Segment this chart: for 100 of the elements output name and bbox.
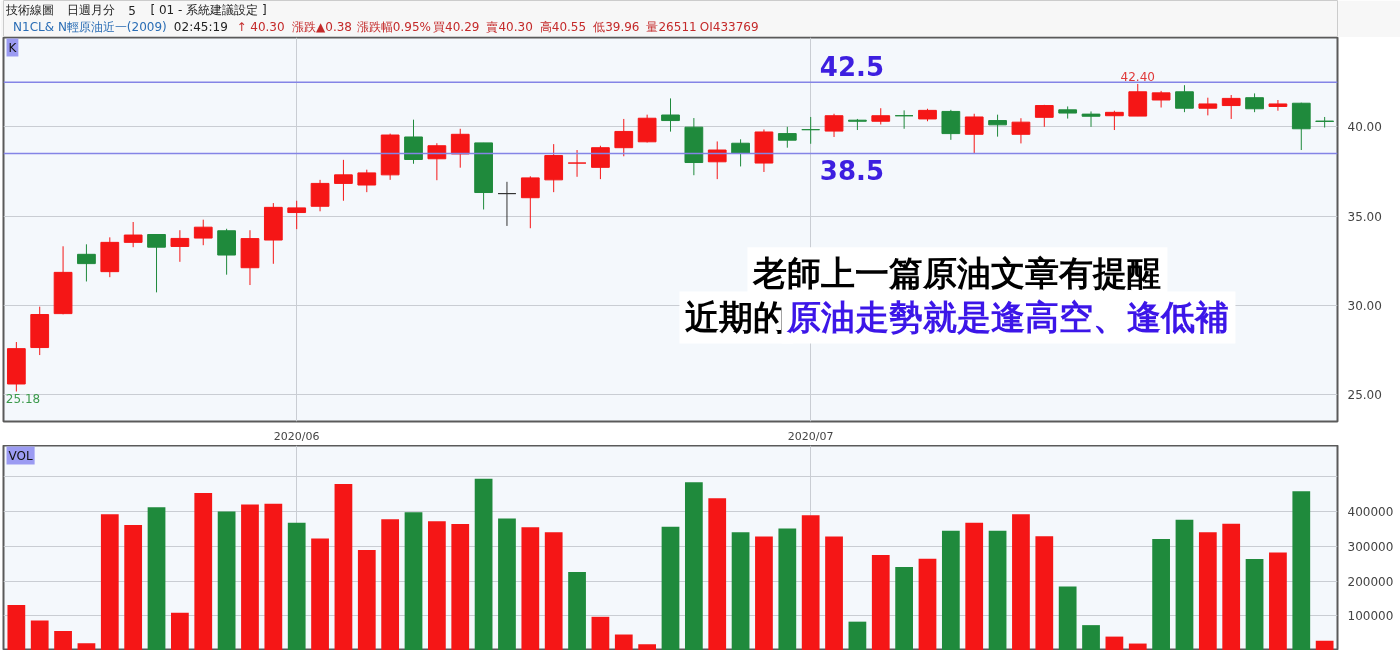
bar bbox=[474, 478, 493, 650]
chart-title: K bbox=[8, 40, 18, 55]
text: N1CL& N輕原油近一(2009) bbox=[13, 19, 167, 34]
candlestick bbox=[450, 128, 470, 169]
annotation: 老師上一篇原油文章有提醒 bbox=[752, 253, 1162, 294]
bar bbox=[941, 530, 960, 650]
bar bbox=[1152, 538, 1170, 650]
text: 賣40.30 bbox=[486, 19, 533, 34]
candlestick bbox=[777, 126, 797, 149]
candlestick bbox=[1221, 94, 1241, 120]
candlestick bbox=[707, 140, 727, 180]
bar bbox=[194, 493, 213, 650]
text: [ 01 - 系統建議設定 ] bbox=[150, 3, 267, 17]
candlestick bbox=[637, 114, 657, 144]
candlestick bbox=[801, 116, 821, 145]
text: 低39.96 bbox=[593, 19, 640, 34]
candlestick bbox=[287, 200, 307, 230]
candlestick bbox=[1268, 99, 1288, 112]
y-tick-label: 200000 bbox=[1347, 574, 1394, 589]
bar bbox=[1269, 552, 1287, 650]
y-tick-label: 25.00 bbox=[1347, 388, 1382, 403]
text: 技術線圖 bbox=[5, 3, 55, 17]
bar bbox=[591, 616, 610, 650]
bar bbox=[755, 536, 773, 650]
candlestick bbox=[941, 109, 961, 141]
bar bbox=[1082, 625, 1100, 650]
bar bbox=[1292, 491, 1311, 650]
y-tick-label: 40.00 bbox=[1347, 120, 1382, 135]
bar bbox=[521, 527, 540, 650]
candlestick bbox=[661, 97, 680, 133]
text: 買40.29 bbox=[433, 19, 480, 34]
text: 日週月分 bbox=[67, 3, 116, 17]
text: 高40.55 bbox=[539, 19, 587, 34]
ref-line-label: 42.5 bbox=[819, 52, 885, 83]
bar bbox=[428, 521, 446, 650]
candlestick bbox=[170, 229, 190, 263]
y-tick-label: 35.00 bbox=[1347, 209, 1382, 224]
bar bbox=[614, 634, 633, 650]
bar bbox=[1245, 559, 1264, 650]
bar bbox=[287, 522, 306, 650]
text: ↑ 40.30 bbox=[236, 19, 285, 34]
candlestick bbox=[1105, 110, 1124, 131]
bar bbox=[918, 558, 937, 650]
bar bbox=[241, 504, 259, 650]
bar bbox=[147, 507, 166, 650]
bar bbox=[217, 511, 236, 650]
candlestick bbox=[1011, 117, 1031, 144]
candlestick bbox=[1151, 90, 1171, 109]
bar bbox=[54, 631, 72, 650]
bar bbox=[77, 643, 96, 650]
ref-line-label: 38.5 bbox=[819, 155, 885, 186]
bar bbox=[381, 519, 400, 650]
candlestick bbox=[193, 219, 213, 246]
candlestick bbox=[1175, 84, 1194, 113]
candlestick bbox=[310, 179, 330, 212]
candlestick bbox=[497, 181, 517, 227]
text: 5 bbox=[128, 3, 136, 18]
bar bbox=[1058, 586, 1077, 650]
bar bbox=[1105, 636, 1124, 650]
y-tick-label: 300000 bbox=[1347, 539, 1394, 554]
candlestick bbox=[1081, 110, 1101, 128]
bar bbox=[264, 503, 283, 650]
candlestick bbox=[567, 149, 587, 178]
candlestick bbox=[894, 109, 914, 130]
bar bbox=[451, 524, 470, 650]
y-tick-label: 400000 bbox=[1347, 505, 1394, 520]
annotation: 42.40 bbox=[1120, 69, 1155, 84]
candlestick bbox=[77, 243, 96, 282]
bar bbox=[544, 532, 563, 650]
bar bbox=[404, 512, 423, 650]
candlestick bbox=[614, 118, 634, 157]
bar bbox=[825, 536, 843, 650]
candlestick bbox=[123, 221, 143, 248]
bar bbox=[1315, 640, 1334, 650]
text: OI433769 bbox=[699, 19, 759, 34]
text: 量26511 bbox=[646, 19, 697, 34]
bar bbox=[895, 567, 913, 650]
candlestick bbox=[1245, 92, 1264, 113]
bar bbox=[7, 604, 26, 650]
bar bbox=[778, 528, 797, 650]
bar bbox=[638, 644, 657, 650]
candlestick bbox=[520, 175, 540, 229]
bar bbox=[311, 538, 329, 650]
bar bbox=[988, 530, 1007, 650]
bar bbox=[661, 526, 680, 650]
text: 02:45:19 bbox=[173, 19, 228, 34]
bar bbox=[731, 532, 750, 650]
annotation: 25.18 bbox=[5, 392, 41, 407]
bar bbox=[1128, 643, 1147, 650]
bar bbox=[1222, 523, 1241, 650]
bar bbox=[684, 482, 703, 650]
candlestick bbox=[964, 113, 984, 154]
bar bbox=[1198, 532, 1217, 650]
bar bbox=[1012, 514, 1030, 650]
bar bbox=[848, 621, 867, 650]
y-tick-label: 100000 bbox=[1347, 609, 1394, 624]
bar bbox=[171, 612, 189, 650]
bar bbox=[30, 620, 49, 650]
x-tick-label: 2020/06 bbox=[273, 429, 320, 443]
bar bbox=[334, 484, 353, 650]
